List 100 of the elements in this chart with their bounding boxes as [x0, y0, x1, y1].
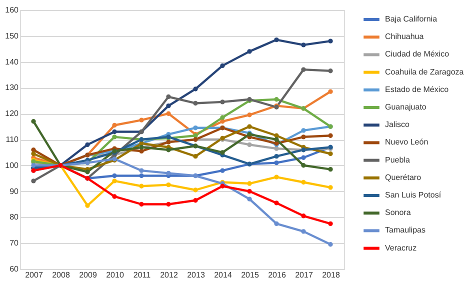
legend-label: San Luis Potosí: [385, 190, 442, 200]
point: [139, 118, 144, 122]
point: [193, 154, 198, 159]
x-tick-label: 2018: [322, 270, 340, 280]
y-tick-label: 70: [10, 238, 20, 248]
point: [166, 148, 171, 152]
point: [166, 202, 171, 207]
x-tick-label: 2008: [52, 270, 70, 280]
point: [166, 111, 171, 116]
point: [139, 202, 144, 207]
point: [247, 112, 252, 118]
point: [112, 178, 117, 184]
x-tick-label: 2013: [187, 270, 206, 280]
point: [31, 178, 36, 184]
point: [166, 182, 171, 188]
point: [31, 119, 36, 124]
point: [193, 100, 198, 106]
x-tick-label: 2015: [241, 270, 260, 280]
point: [328, 89, 333, 94]
point: [31, 148, 36, 152]
legend-label: Estado de México: [385, 84, 450, 94]
point: [301, 128, 306, 133]
y-tick-label: 90: [10, 186, 20, 196]
point: [139, 184, 144, 188]
point: [31, 151, 36, 156]
legend-label: Sonora: [385, 208, 412, 218]
point: [301, 134, 306, 140]
point: [166, 94, 171, 100]
point: [85, 203, 90, 208]
legend-label: Guanajuato: [385, 102, 427, 112]
y-tick-label: 120: [5, 109, 20, 118]
point: [301, 155, 306, 160]
point: [112, 122, 117, 128]
legend-label: Baja California: [385, 14, 438, 24]
x-tick-label: 2014: [214, 270, 232, 280]
legend-label: Chihuahua: [385, 32, 424, 42]
point: [274, 154, 279, 159]
point: [112, 194, 117, 199]
point: [139, 173, 144, 178]
x-tick-label: 2012: [160, 270, 178, 280]
point: [247, 124, 252, 129]
y-tick-label: 60: [10, 264, 20, 274]
point: [301, 67, 306, 72]
point: [193, 126, 198, 130]
point: [193, 188, 198, 192]
point: [274, 200, 279, 206]
point: [31, 163, 36, 168]
point: [328, 242, 333, 247]
point: [301, 163, 306, 168]
point: [220, 115, 225, 120]
legend-label: Querétaro: [385, 172, 422, 182]
point: [328, 221, 333, 226]
point: [328, 38, 333, 44]
legend-label: Nuevo León: [385, 138, 428, 147]
point: [193, 86, 198, 92]
point: [220, 100, 225, 104]
point: [166, 170, 171, 176]
y-tick-label: 80: [10, 212, 20, 222]
point: [328, 166, 333, 172]
point: [301, 214, 306, 218]
point: [247, 196, 252, 202]
x-tick-label: 2017: [295, 270, 314, 280]
point: [247, 142, 252, 148]
point: [274, 137, 279, 142]
x-tick-label: 2010: [106, 270, 124, 280]
point: [247, 49, 252, 54]
legend-label: Coahuila de Zaragoza: [385, 67, 464, 76]
y-tick-label: 100: [5, 160, 20, 170]
x-tick-label: 2009: [79, 270, 98, 280]
legend-label: Tamaulipas: [385, 226, 426, 235]
point: [193, 198, 198, 203]
y-tick-label: 160: [5, 6, 20, 14]
x-tick-label: 2011: [133, 270, 152, 280]
point: [247, 181, 252, 186]
legend-label: Jalisco: [385, 120, 410, 130]
point: [274, 97, 279, 102]
point: [274, 160, 279, 166]
legend-label: Ciudad de México: [385, 50, 450, 59]
point: [220, 168, 225, 173]
point: [85, 170, 90, 174]
point: [166, 103, 171, 108]
point: [328, 133, 333, 138]
point: [274, 146, 279, 151]
y-tick-label: 110: [6, 135, 20, 144]
point: [139, 168, 144, 173]
point: [328, 68, 333, 74]
point: [112, 129, 117, 134]
point: [220, 119, 225, 124]
point: [85, 142, 90, 148]
point: [274, 174, 279, 180]
point: [112, 173, 117, 178]
x-tick-label: 2007: [25, 270, 44, 280]
point: [301, 180, 306, 185]
point: [139, 148, 144, 154]
y-tick-label: 140: [5, 57, 20, 66]
y-tick-label: 150: [5, 31, 20, 40]
point: [220, 63, 225, 68]
point: [112, 134, 117, 140]
point: [301, 42, 306, 48]
legend-label: Veracruz: [385, 243, 417, 252]
